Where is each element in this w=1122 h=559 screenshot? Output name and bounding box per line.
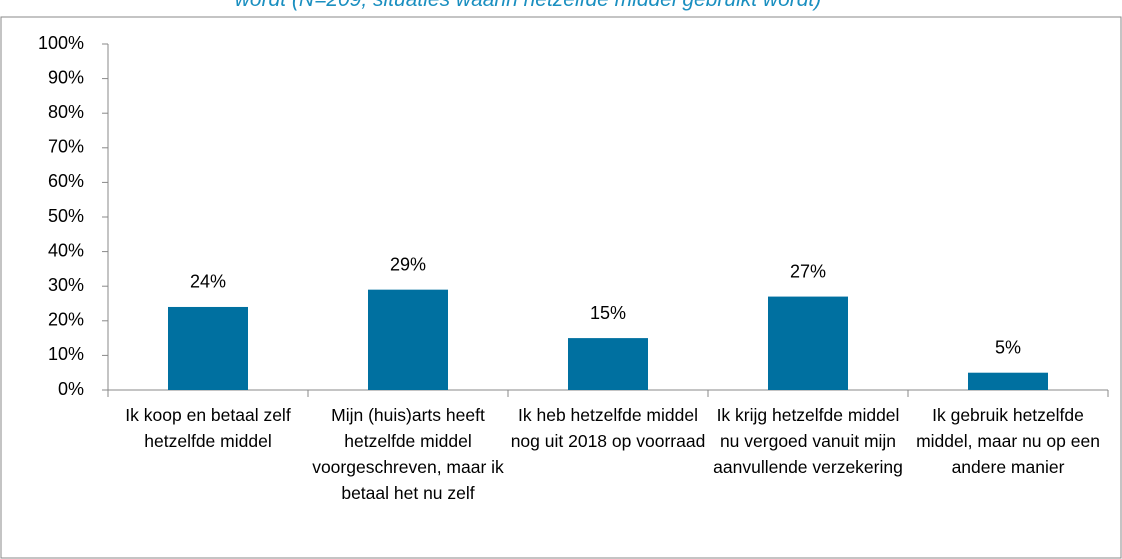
- y-tick-label: 40%: [48, 240, 84, 260]
- y-tick-label: 70%: [48, 137, 84, 157]
- bar: [568, 338, 648, 390]
- y-tick-label: 50%: [48, 206, 84, 226]
- bar: [768, 296, 848, 390]
- y-tick-label: 0%: [58, 379, 84, 399]
- data-label: 5%: [995, 337, 1021, 357]
- x-tick-label: Ik heb hetzelfde middel nog uit 2018 op …: [510, 405, 706, 451]
- x-tick-label: Ik krijg hetzelfde middel nu vergoed van…: [713, 405, 903, 477]
- bar: [368, 289, 448, 390]
- y-tick-label: 100%: [38, 33, 84, 53]
- y-tick-label: 10%: [48, 344, 84, 364]
- data-label: 27%: [790, 261, 826, 281]
- x-tick-label: Ik koop en betaal zelf hetzelfde middel: [125, 405, 291, 451]
- y-tick-label: 80%: [48, 102, 84, 122]
- chart-border: [0, 16, 1122, 559]
- y-tick-label: 90%: [48, 67, 84, 87]
- y-tick-label: 30%: [48, 275, 84, 295]
- chart-title-wrap: wordt (N=209; situaties waarin hetzelfde…: [0, 0, 1056, 12]
- data-label: 24%: [190, 272, 226, 292]
- y-tick-label: 20%: [48, 310, 84, 330]
- x-tick-label: Mijn (huis)arts heeft hetzelfde middel v…: [312, 405, 504, 503]
- bar: [968, 372, 1048, 390]
- x-tick-label: Ik gebruik hetzelfde middel, maar nu op …: [916, 405, 1100, 477]
- data-label: 29%: [390, 254, 426, 274]
- chart-title: wordt (N=209; situaties waarin hetzelfde…: [228, 0, 828, 11]
- bar: [168, 306, 248, 390]
- y-tick-label: 60%: [48, 171, 84, 191]
- data-label: 15%: [590, 303, 626, 323]
